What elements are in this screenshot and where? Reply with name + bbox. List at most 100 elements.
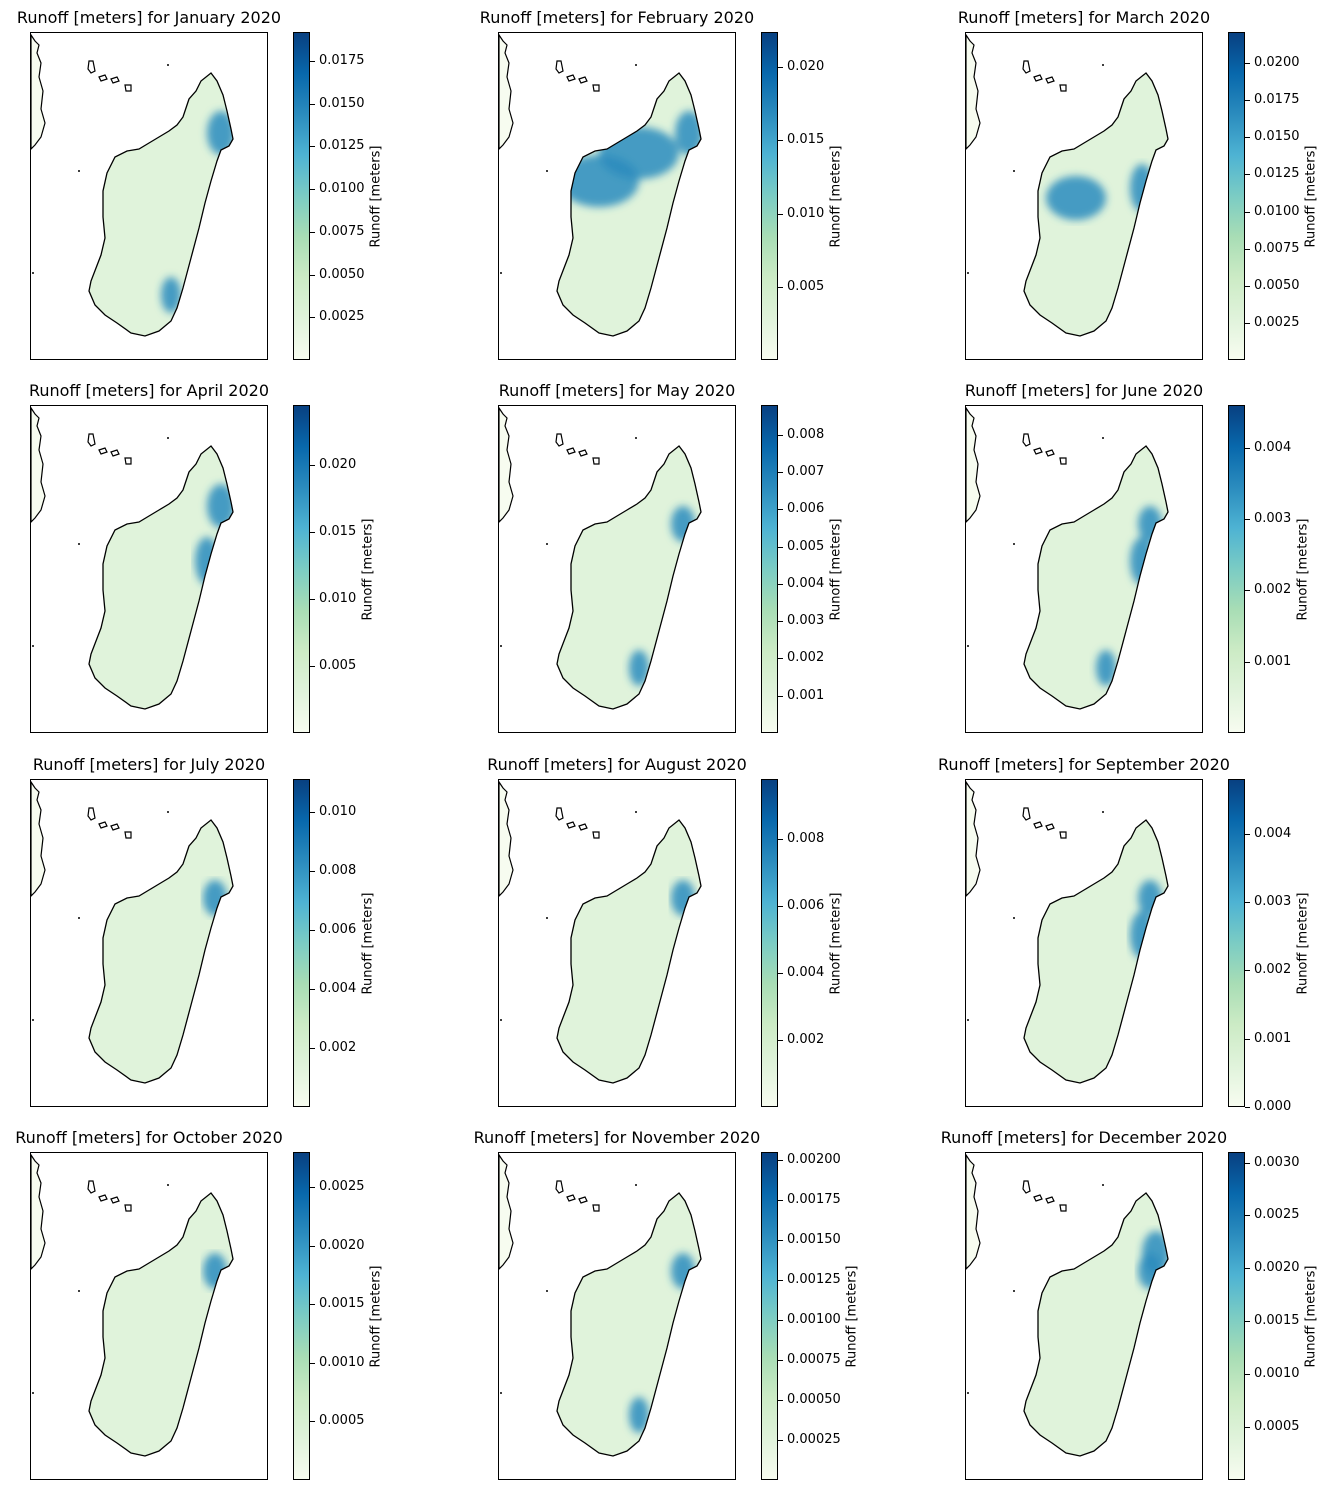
runoff-hotspot-north-east-coast: [671, 880, 695, 916]
colorbar-tick-mark: [310, 61, 315, 62]
runoff-hotspot-north-east-tip: [675, 111, 701, 155]
madagascar-land: [557, 446, 701, 709]
colorbar-tick-label: 0.0125: [319, 138, 365, 153]
islet-coastline: [1045, 823, 1055, 831]
madagascar-land: [1024, 446, 1168, 709]
runoff-hotspot-north-east-coast: [1138, 506, 1162, 542]
islet-coastline: [1059, 831, 1067, 839]
colorbar-tick-label: 0.003: [1254, 511, 1292, 526]
panel-title: Runoff [meters] for July 2020: [32, 755, 266, 774]
colorbar: [761, 779, 778, 1107]
colorbar-tick-label: 0.007: [787, 464, 825, 479]
colorbar-tick-label: 0.006: [319, 922, 357, 937]
small-island-dot: [546, 1290, 548, 1292]
colorbar-label: Runoff [meters]: [368, 1265, 384, 1367]
madagascar-coastline: [1023, 1192, 1169, 1457]
small-island-dot: [1013, 1290, 1015, 1292]
colorbar-tick-mark: [310, 189, 315, 190]
colorbar-tick-mark: [778, 1200, 783, 1201]
islet-coastline: [110, 449, 120, 457]
panel-title: Runoff [meters] for October 2020: [15, 1128, 283, 1147]
colorbar-tick-mark: [310, 1363, 315, 1364]
small-island-dot: [167, 64, 169, 66]
colorbar-tick-label: 0.0005: [319, 1413, 365, 1428]
colorbar-tick-mark: [310, 1187, 315, 1188]
colorbar-tick-mark: [310, 232, 315, 233]
islet-coastline: [1022, 807, 1031, 821]
colorbar: [1228, 32, 1245, 360]
map-canvas: [966, 1153, 1169, 1457]
colorbar: [293, 779, 310, 1107]
colorbar-tick-label: 0.0025: [319, 1179, 365, 1194]
colorbar-tick-mark: [778, 214, 783, 215]
small-island-dot: [78, 543, 80, 545]
colorbar-tick-label: 0.00025: [787, 1432, 841, 1447]
runoff-hotspot-south-east-coast: [161, 277, 181, 313]
map-panel: [498, 405, 736, 733]
colorbar: [1228, 779, 1245, 1107]
runoff-hotspot-central-east-coast: [195, 537, 219, 585]
islet-coastline: [555, 1180, 564, 1194]
runoff-hotspot-north-east-coast: [1138, 880, 1162, 916]
islet-coastline: [1059, 84, 1067, 92]
colorbar-tick-mark: [310, 1304, 315, 1305]
colorbar-tick-label: 0.004: [319, 981, 357, 996]
map-panel: [498, 779, 736, 1107]
islet-coastline: [110, 76, 120, 84]
colorbar-tick-label: 0.008: [319, 863, 357, 878]
colorbar-tick-label: 0.006: [787, 898, 825, 913]
small-island-dot: [967, 645, 969, 647]
colorbar-tick-label: 0.0020: [319, 1238, 365, 1253]
small-island-dot: [500, 645, 502, 647]
colorbar-tick-label: 0.002: [1254, 582, 1292, 597]
islet-coastline: [98, 1194, 108, 1202]
colorbar-label: Runoff [meters]: [1295, 518, 1311, 620]
madagascar-coastline: [556, 1192, 702, 1457]
colorbar-tick-mark: [310, 930, 315, 931]
islet-coastline: [578, 823, 588, 831]
colorbar-tick-label: 0.0005: [1254, 1419, 1300, 1434]
colorbar-tick-mark: [310, 666, 315, 667]
colorbar-tick-label: 0.0010: [1254, 1366, 1300, 1381]
colorbar-tick-label: 0.000: [1254, 1099, 1292, 1114]
mainland-africa-coastline: [499, 1153, 514, 1270]
panel-title: Runoff [meters] for April 2020: [28, 381, 270, 400]
colorbar-tick-mark: [310, 317, 315, 318]
mainland-africa-coastline: [499, 406, 514, 523]
mainland-africa-coastline: [31, 1153, 46, 1270]
colorbar-label: Runoff [meters]: [1303, 145, 1319, 247]
small-island-dot: [78, 917, 80, 919]
colorbar-tick-label: 0.005: [319, 658, 357, 673]
colorbar-tick-label: 0.0020: [1254, 1260, 1300, 1275]
colorbar-tick-mark: [778, 696, 783, 697]
map-panel: [498, 32, 736, 360]
small-island-dot: [546, 917, 548, 919]
islet-coastline: [124, 1204, 132, 1212]
small-island-dot: [1013, 917, 1015, 919]
colorbar-tick-label: 0.0015: [319, 1296, 365, 1311]
colorbar-tick-label: 0.0150: [1254, 129, 1300, 144]
colorbar-tick-label: 0.0100: [319, 181, 365, 196]
madagascar-land: [1024, 820, 1168, 1083]
colorbar-tick-label: 0.0200: [1254, 55, 1300, 70]
map-canvas: [31, 780, 234, 1084]
islet-coastline: [1022, 433, 1031, 447]
colorbar-tick-mark: [310, 871, 315, 872]
colorbar-tick-label: 0.00075: [787, 1352, 841, 1367]
map-panel: [965, 1152, 1203, 1480]
small-island-dot: [500, 1019, 502, 1021]
colorbar-tick-label: 0.004: [1254, 826, 1292, 841]
colorbar-tick-mark: [1245, 1374, 1250, 1375]
colorbar-tick-mark: [1245, 662, 1250, 663]
islet-coastline: [124, 84, 132, 92]
islet-coastline: [578, 1196, 588, 1204]
small-island-dot: [967, 1019, 969, 1021]
colorbar-tick-mark: [778, 547, 783, 548]
panel-title: Runoff [meters] for January 2020: [16, 8, 282, 27]
islet-coastline: [592, 84, 600, 92]
runoff-hotspot-central-east-coast: [1130, 911, 1154, 959]
small-island-dot: [546, 543, 548, 545]
colorbar-tick-label: 0.0030: [1254, 1155, 1300, 1170]
colorbar-tick-mark: [1245, 1163, 1250, 1164]
madagascar-coastline: [88, 445, 234, 710]
